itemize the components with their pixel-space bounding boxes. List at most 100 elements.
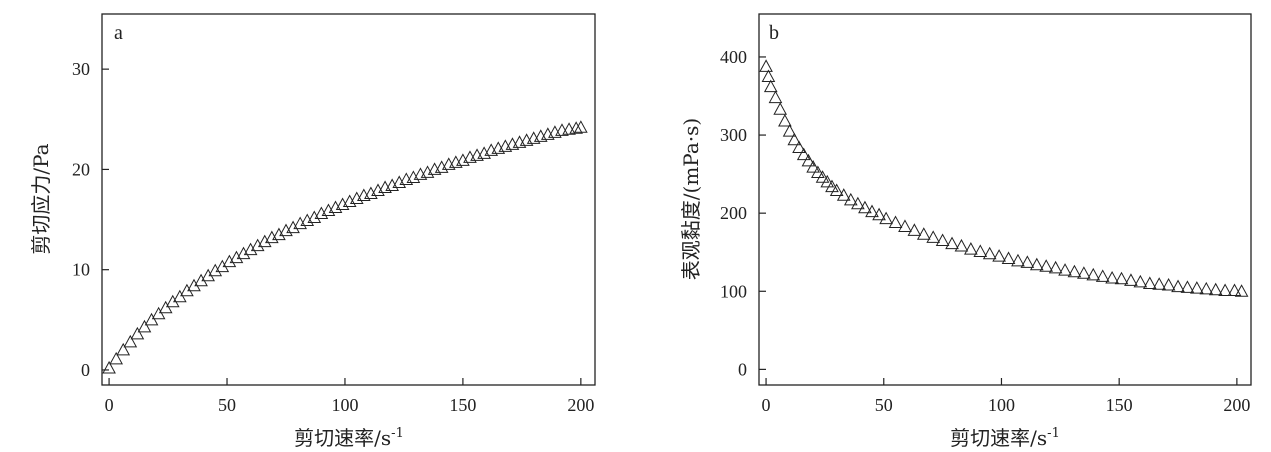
data-point-b-27 (916, 227, 931, 240)
panel-label-b: b (769, 22, 779, 44)
data-point-b-5 (778, 113, 792, 127)
data-point-b-16 (829, 183, 844, 197)
data-point-b-32 (964, 242, 978, 255)
data-point-b-38 (1020, 255, 1035, 268)
data-point-b-34 (982, 246, 997, 260)
data-point-b-11 (806, 160, 820, 173)
panel-b: b 0 50 100 150 200 0 100 200 300 400 剪切速率/s-1 表观… (679, 13, 1252, 450)
data-point-a-21 (250, 238, 265, 252)
data-point-a-17 (222, 254, 237, 268)
data-point-b-44 (1077, 266, 1091, 279)
x-tick-label-a-100: 100 (331, 395, 358, 415)
data-point-b-22 (872, 207, 886, 221)
data-point-a-1 (109, 351, 123, 365)
data-point-b-55 (1180, 280, 1195, 293)
data-point-b-21 (865, 204, 879, 218)
x-tick-label-b-100: 100 (988, 395, 1015, 415)
data-point-b-58 (1208, 282, 1223, 296)
data-point-b-4 (773, 102, 788, 115)
x-axis-title-superscript-b: -1 (1047, 426, 1060, 441)
data-point-b-46 (1095, 269, 1110, 282)
x-axis-title-superscript-a: -1 (391, 426, 404, 441)
data-point-b-43 (1067, 264, 1082, 278)
data-point-a-0 (102, 360, 116, 374)
data-point-b-37 (1011, 253, 1025, 267)
data-point-b-53 (1161, 277, 1176, 291)
x-axis-b: 0 50 100 150 200 (762, 378, 1250, 415)
y-tick-label-a-10: 10 (72, 260, 90, 280)
plot-frame-b (758, 13, 1252, 386)
data-point-b-18 (843, 192, 858, 206)
y-tick-label-a-0: 0 (81, 360, 90, 380)
y-axis-b: 0 100 200 300 400 (720, 47, 766, 379)
y-axis-title-b: 表观黏度/(mPa·s) (679, 118, 703, 280)
data-point-b-47 (1105, 270, 1119, 284)
data-point-b-49 (1124, 273, 1138, 286)
data-point-b-45 (1086, 267, 1101, 281)
data-point-b-40 (1039, 259, 1054, 272)
data-point-b-25 (898, 219, 912, 232)
data-point-b-52 (1152, 277, 1167, 290)
y-axis-title-a: 剪切应力/Pa (29, 143, 53, 254)
x-axis-title-b: 剪切速率/s-1 (950, 426, 1060, 450)
x-axis-title-a: 剪切速率/s-1 (294, 426, 404, 450)
data-point-b-35 (992, 249, 1006, 262)
data-point-b-14 (820, 174, 835, 188)
data-point-b-54 (1171, 279, 1185, 293)
data-point-a-19 (236, 246, 251, 260)
panel-label-a: a (114, 22, 123, 44)
data-point-b-3 (768, 90, 783, 104)
x-tick-label-b-200: 200 (1223, 395, 1250, 415)
data-point-a-8 (158, 300, 173, 314)
data-point-a-6 (144, 312, 159, 326)
data-point-b-61 (1234, 284, 1249, 297)
series-markers-b (759, 59, 1249, 297)
data-point-b-9 (796, 147, 811, 161)
y-tick-label-b-200: 200 (720, 203, 747, 223)
y-tick-label-a-30: 30 (72, 59, 90, 79)
data-point-b-15 (825, 179, 839, 193)
data-point-b-7 (787, 132, 802, 146)
data-point-a-20 (243, 242, 258, 256)
data-point-a-67 (574, 120, 588, 133)
y-tick-label-b-400: 400 (720, 47, 747, 67)
data-point-b-50 (1133, 274, 1148, 288)
data-point-a-4 (130, 326, 145, 340)
y-tick-label-b-0: 0 (738, 359, 747, 379)
data-point-b-57 (1199, 281, 1214, 295)
x-tick-label-b-150: 150 (1106, 395, 1133, 415)
y-tick-label-b-300: 300 (720, 125, 747, 145)
data-point-a-66 (569, 121, 583, 134)
data-point-a-3 (123, 334, 138, 348)
data-point-b-36 (1001, 251, 1016, 264)
x-tick-label-b-50: 50 (875, 395, 893, 415)
data-point-b-24 (888, 215, 903, 229)
data-point-a-24 (272, 227, 286, 241)
data-point-a-15 (208, 263, 223, 277)
data-point-a-64 (555, 123, 569, 136)
series-markers-a (102, 120, 588, 374)
x-axis-a: 0 50 100 150 200 (105, 378, 594, 415)
data-point-b-0 (759, 59, 773, 72)
data-point-b-42 (1058, 263, 1072, 276)
data-point-b-59 (1218, 283, 1232, 296)
data-point-b-26 (907, 223, 922, 236)
x-tick-label-a-150: 150 (449, 395, 476, 415)
data-point-a-18 (229, 250, 244, 264)
data-point-a-7 (151, 306, 166, 320)
x-tick-label-a-200: 200 (567, 395, 594, 415)
data-point-b-29 (935, 233, 950, 247)
data-point-a-26 (286, 220, 300, 234)
data-point-b-12 (811, 165, 825, 179)
panel-a: a 0 50 100 150 200 0 10 20 30 剪切速率/s-1 剪切应力/Pa (29, 13, 596, 450)
data-point-b-30 (945, 236, 959, 250)
data-point-a-29 (307, 210, 322, 224)
data-point-b-13 (815, 170, 830, 183)
data-point-b-6 (782, 124, 797, 137)
data-point-b-23 (879, 211, 893, 225)
data-point-a-5 (137, 319, 152, 333)
data-point-b-48 (1114, 271, 1129, 285)
data-point-a-2 (116, 342, 131, 356)
data-point-b-33 (973, 244, 988, 257)
